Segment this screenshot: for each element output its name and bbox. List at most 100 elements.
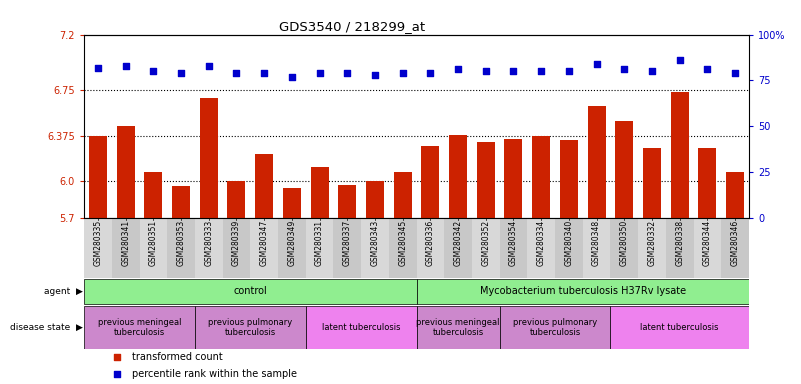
Bar [167,218,195,278]
Point [111,371,124,377]
Bar [227,181,245,218]
Text: GSM280332: GSM280332 [647,220,657,266]
Text: previous pulmonary
tuberculosis: previous pulmonary tuberculosis [208,318,292,337]
Text: latent tuberculosis: latent tuberculosis [641,323,719,332]
Bar [449,135,467,218]
Point [507,68,520,74]
Text: GSM280352: GSM280352 [481,220,490,266]
Bar [588,106,606,218]
Bar [112,218,139,278]
Bar [278,218,306,278]
Text: GSM280335: GSM280335 [94,220,103,266]
Bar [195,218,223,278]
Point [729,70,742,76]
Bar [500,306,610,349]
Text: GSM280339: GSM280339 [232,220,241,266]
Bar [417,218,445,278]
Text: GSM280353: GSM280353 [176,220,186,266]
Text: Mycobacterium tuberculosis H37Rv lysate: Mycobacterium tuberculosis H37Rv lysate [480,286,686,296]
Bar [311,167,328,218]
Bar [84,306,195,349]
Bar [388,218,417,278]
Bar [84,218,112,278]
Bar [333,218,361,278]
Bar [417,279,749,304]
Point [674,57,686,63]
Text: GSM280331: GSM280331 [315,220,324,266]
Bar [306,218,333,278]
Text: GSM280345: GSM280345 [398,220,407,266]
Bar [195,306,306,349]
Bar [505,139,522,218]
Bar [555,218,582,278]
Bar [417,306,500,349]
Text: GSM280350: GSM280350 [620,220,629,266]
Bar [361,218,388,278]
Text: GSM280349: GSM280349 [288,220,296,266]
Bar [84,279,417,304]
Text: GSM280340: GSM280340 [565,220,574,266]
Bar [139,218,167,278]
Point [618,66,630,73]
Bar [199,98,218,218]
Bar [89,136,107,218]
Point [479,68,492,74]
Point [203,63,215,69]
Bar [472,218,500,278]
Bar [721,218,749,278]
Bar [256,154,273,218]
Point [119,63,132,69]
Point [396,70,409,76]
Text: previous meningeal
tuberculosis: previous meningeal tuberculosis [417,318,500,337]
Point [590,61,603,67]
Bar [527,218,555,278]
Point [646,68,658,74]
Bar [560,140,578,218]
Text: GSM280334: GSM280334 [537,220,545,266]
Bar [250,218,278,278]
Bar [306,306,417,349]
Bar [666,218,694,278]
Bar [172,186,190,218]
Bar [610,306,749,349]
Bar [117,126,135,218]
Point [424,70,437,76]
Bar [421,146,440,218]
Point [701,66,714,73]
Bar [144,172,163,218]
Point [535,68,548,74]
Text: GSM280344: GSM280344 [703,220,712,266]
Bar [477,142,495,218]
Text: transformed count: transformed count [132,352,223,362]
Text: GSM280343: GSM280343 [371,220,380,266]
Bar [223,218,250,278]
Bar [610,218,638,278]
Point [111,354,124,360]
Point [285,74,298,80]
Bar [393,172,412,218]
Bar [500,218,527,278]
Point [147,68,159,74]
Text: GSM280338: GSM280338 [675,220,684,266]
Text: GSM280336: GSM280336 [426,220,435,266]
Point [91,65,104,71]
Text: percentile rank within the sample: percentile rank within the sample [132,369,297,379]
Bar [670,92,689,218]
Text: GSM280351: GSM280351 [149,220,158,266]
Text: GSM280341: GSM280341 [121,220,130,266]
Point [313,70,326,76]
Bar [694,218,721,278]
Point [175,70,187,76]
Bar [532,136,550,218]
Text: GSM280348: GSM280348 [592,220,601,266]
Point [258,70,271,76]
Bar [615,121,634,218]
Text: GSM280342: GSM280342 [453,220,462,266]
Point [230,70,243,76]
Bar [643,148,661,218]
Text: GSM280347: GSM280347 [260,220,268,266]
Bar [445,218,472,278]
Point [368,72,381,78]
Point [452,66,465,73]
Text: GSM280354: GSM280354 [509,220,518,266]
